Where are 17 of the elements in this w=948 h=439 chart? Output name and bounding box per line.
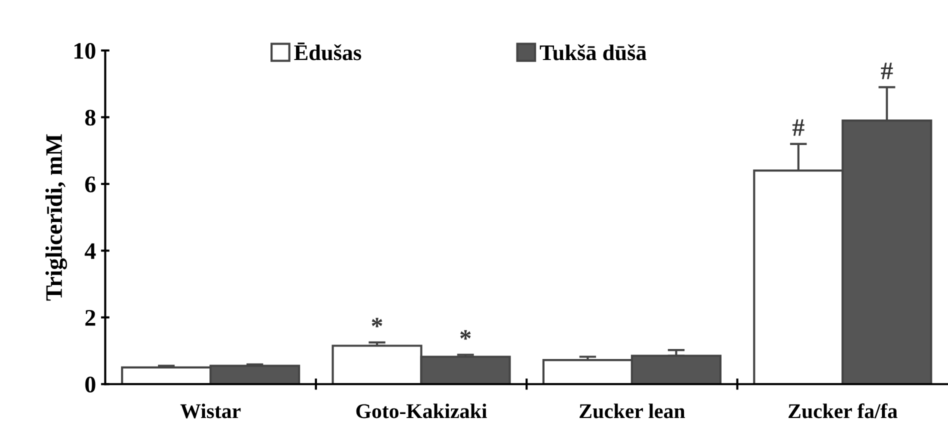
x-tick-label: Zucker lean <box>580 404 685 418</box>
y-tick-label: 0 <box>85 376 96 393</box>
annotation: * <box>372 318 382 328</box>
annotation: # <box>792 119 804 136</box>
annotation: # <box>880 62 893 80</box>
y-tick-label: 4 <box>84 243 96 259</box>
annotation: * <box>460 330 471 340</box>
x-tick-label: Zucker fa/fa <box>788 403 898 418</box>
legend-label: Ēdušas <box>294 42 362 60</box>
y-tick-label: 6 <box>85 176 96 192</box>
y-tick-label: 8 <box>85 110 96 126</box>
legend-label: Tukšā dūšā <box>540 44 646 60</box>
y-tick-label: 10 <box>74 42 96 59</box>
y-tick-label: 2 <box>85 310 96 326</box>
x-tick-label: Wistar <box>180 404 241 418</box>
x-tick-label: Goto-Kakizaki <box>356 404 487 418</box>
y-axis-title: Triglicerīdi, mM <box>45 134 68 301</box>
